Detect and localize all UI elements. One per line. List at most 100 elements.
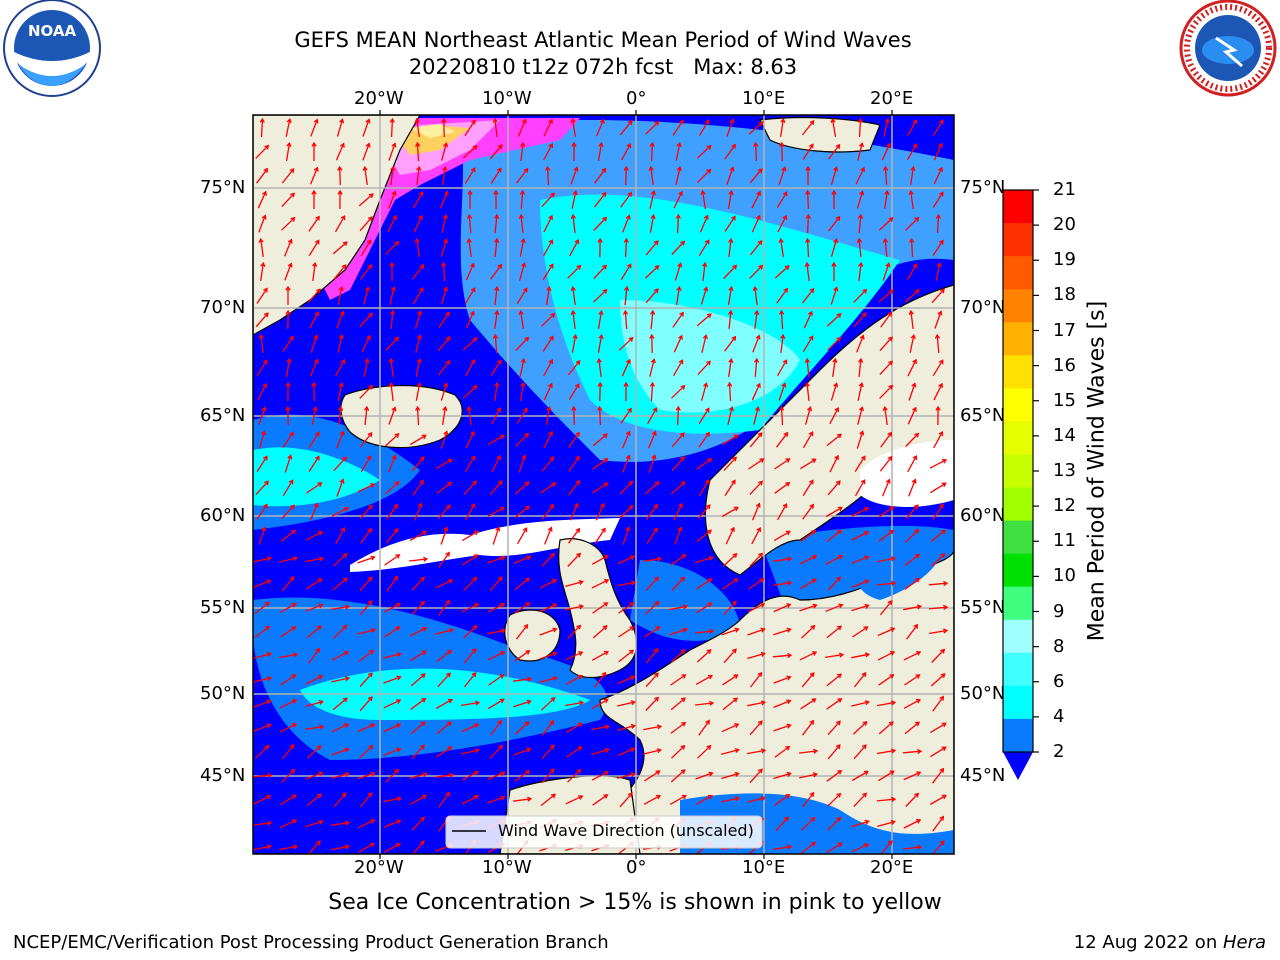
wave-direction-arrow [699, 215, 709, 233]
wave-direction-arrow [825, 604, 843, 612]
wave-direction-arrow [256, 359, 268, 377]
wave-direction-arrow [851, 507, 869, 517]
land-greenland [253, 115, 421, 336]
wave-direction-arrow [409, 627, 427, 637]
wave-direction-arrow [932, 504, 944, 520]
wave-direction-arrow [258, 431, 266, 449]
wave-direction-arrowhead [652, 407, 658, 413]
wave-direction-arrowhead [266, 556, 273, 562]
wave-direction-arrowhead [367, 792, 373, 798]
wave-direction-arrow [517, 119, 527, 137]
wave-direction-arrow [673, 503, 683, 521]
wave-direction-arrowhead [395, 842, 402, 848]
wave-direction-arrowhead [705, 431, 710, 437]
wave-direction-arrow [905, 504, 919, 520]
colorbar-segment [1003, 421, 1033, 455]
wave-direction-arrowhead [916, 604, 923, 610]
wave-direction-arrow [494, 311, 498, 329]
wave-direction-arrowhead [472, 625, 478, 630]
wave-direction-arrow [880, 432, 892, 448]
wave-direction-arrow [568, 528, 580, 544]
wave-direction-arrow [514, 602, 530, 614]
wave-direction-arrowhead [266, 795, 272, 800]
wave-direction-arrowhead [887, 455, 893, 461]
wave-direction-arrowhead [675, 213, 681, 219]
lat-tick-left: 75°N [200, 177, 246, 198]
wave-direction-arrow [751, 383, 761, 401]
wave-direction-arrow [306, 578, 322, 590]
colorbar-tick-label: 12 [1053, 495, 1076, 517]
wave-direction-arrow [724, 336, 736, 352]
wave-direction-arrowhead [656, 748, 662, 754]
wave-direction-arrow [748, 458, 764, 470]
wave-direction-arrow [461, 795, 479, 805]
colorbar-under-arrow [1003, 752, 1033, 780]
wave-direction-arrow [255, 745, 269, 759]
wave-direction-arrow [308, 216, 320, 232]
wave-direction-arrow [695, 702, 713, 706]
wave-direction-arrowhead [733, 674, 739, 679]
wave-direction-arrowhead [575, 360, 581, 366]
wave-direction-arrow [568, 383, 580, 401]
wave-direction-arrow [253, 700, 271, 708]
wave-direction-arrowhead [494, 285, 500, 291]
wave-direction-arrow [621, 143, 631, 161]
wave-direction-arrow [773, 582, 791, 586]
wave-direction-arrowhead [394, 433, 400, 438]
wave-direction-arrowhead [313, 358, 319, 364]
wave-direction-arrowhead [473, 770, 480, 776]
wave-direction-arrowhead [312, 405, 318, 412]
wave-direction-arrowhead [313, 166, 319, 172]
wave-direction-arrowhead [732, 456, 737, 462]
wave-direction-arrowhead [630, 555, 636, 560]
wave-direction-arrowhead [370, 555, 376, 561]
wave-direction-arrow [721, 434, 739, 446]
wave-direction-arrow [933, 431, 943, 449]
wave-direction-arrowhead [864, 843, 870, 848]
wave-direction-arrowhead [708, 555, 714, 561]
wave-direction-arrowhead [448, 627, 454, 634]
wave-direction-arrow [281, 504, 295, 520]
wave-direction-arrow [568, 456, 580, 472]
lat-tick-right: 70°N [960, 297, 1006, 318]
wave-direction-arrow [465, 311, 475, 329]
wave-direction-arrowhead [363, 405, 370, 411]
wave-direction-arrow [672, 120, 684, 136]
wave-direction-arrow [858, 214, 862, 234]
wave-direction-arrowhead [601, 671, 607, 677]
wave-direction-arrowhead [500, 628, 507, 634]
wave-direction-arrow [591, 698, 609, 710]
wave-direction-arrow [331, 677, 349, 683]
wave-direction-arrowhead [603, 650, 610, 656]
wave-direction-arrowhead [859, 430, 865, 436]
wave-direction-arrow [304, 725, 324, 731]
wave-direction-arrow [569, 503, 579, 521]
lon-tick-top: 20°E [870, 88, 914, 109]
wave-direction-arrowhead [757, 720, 763, 726]
wave-direction-arrow [255, 312, 269, 328]
wave-direction-arrowhead [493, 237, 500, 243]
wave-direction-arrowhead [550, 793, 556, 799]
wave-direction-arrowhead [858, 261, 864, 267]
wave-direction-arrow [415, 383, 421, 401]
wave-direction-arrow [881, 479, 891, 497]
wave-direction-arrow [258, 527, 266, 545]
wave-direction-arrowhead [733, 578, 739, 583]
wave-direction-arrowhead [527, 796, 533, 802]
wave-direction-arrowhead [938, 359, 944, 365]
wave-direction-arrowhead [443, 430, 449, 436]
wave-direction-arrow [749, 432, 763, 448]
wave-direction-arrow [359, 504, 373, 520]
wave-direction-arrowhead [416, 165, 422, 172]
wave-direction-arrow [645, 576, 659, 592]
wave-direction-arrowhead [573, 166, 579, 172]
wave-direction-arrowhead [443, 526, 449, 532]
wave-direction-arrow [487, 556, 505, 564]
wave-direction-arrow [649, 191, 655, 209]
wave-direction-arrowhead [448, 579, 454, 584]
wave-direction-arrow [435, 774, 453, 778]
wave-direction-arrowhead [421, 650, 427, 656]
wave-direction-arrowhead [623, 165, 629, 171]
wave-direction-arrow [824, 653, 844, 659]
wave-direction-arrow [468, 214, 472, 234]
